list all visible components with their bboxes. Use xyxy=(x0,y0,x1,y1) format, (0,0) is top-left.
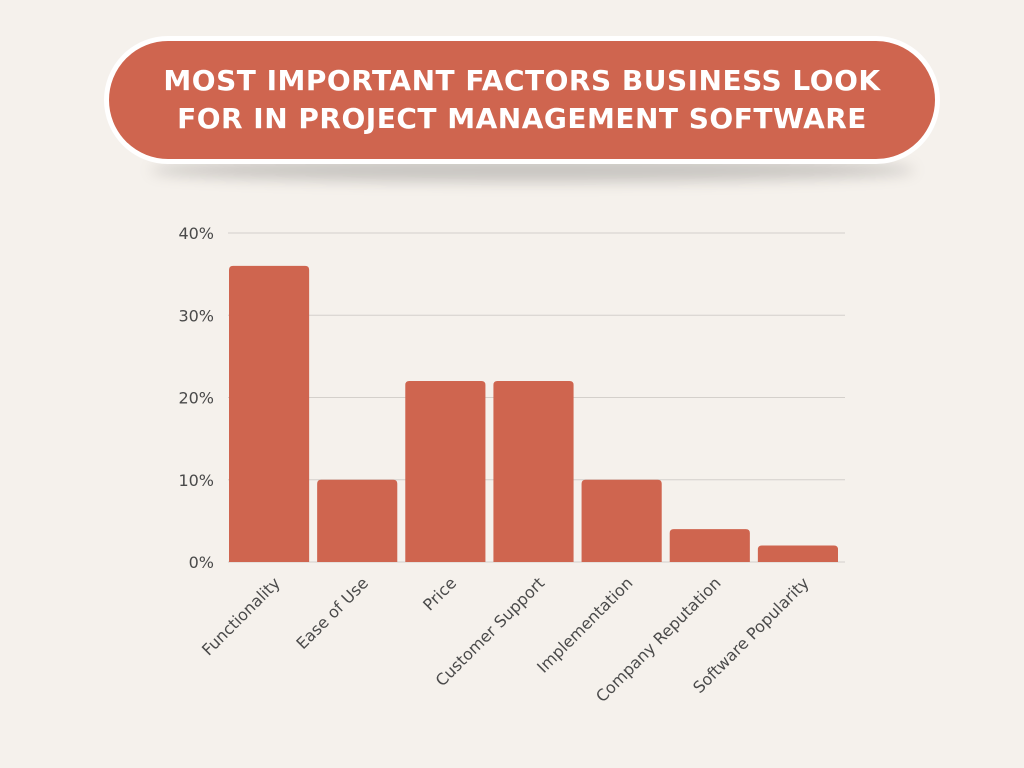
x-tick-label: Price xyxy=(419,573,460,614)
y-tick-label: 0% xyxy=(189,553,214,572)
x-tick-label: Ease of Use xyxy=(292,573,372,653)
x-tick-label: Implementation xyxy=(533,573,636,676)
y-tick-label: 40% xyxy=(178,224,214,243)
bars xyxy=(229,265,838,562)
y-tick-label: 30% xyxy=(178,306,214,325)
bar-implementation xyxy=(581,479,662,562)
bar-functionality xyxy=(229,265,310,562)
bar-company-reputation xyxy=(669,529,750,562)
bar-price xyxy=(405,381,486,562)
y-tick-label: 10% xyxy=(178,471,214,490)
bar-customer-support xyxy=(493,381,574,562)
y-tick-label: 20% xyxy=(178,389,214,408)
chart-title-banner: MOST IMPORTANT FACTORS BUSINESS LOOK FOR… xyxy=(104,36,940,164)
y-axis-ticks: 0% 10% 20% 30% 40% xyxy=(178,224,214,572)
bar-ease-of-use xyxy=(317,479,398,562)
bar-software-popularity xyxy=(757,545,838,562)
chart-title: MOST IMPORTANT FACTORS BUSINESS LOOK FOR… xyxy=(163,64,881,135)
x-tick-label: Functionality xyxy=(198,573,284,659)
